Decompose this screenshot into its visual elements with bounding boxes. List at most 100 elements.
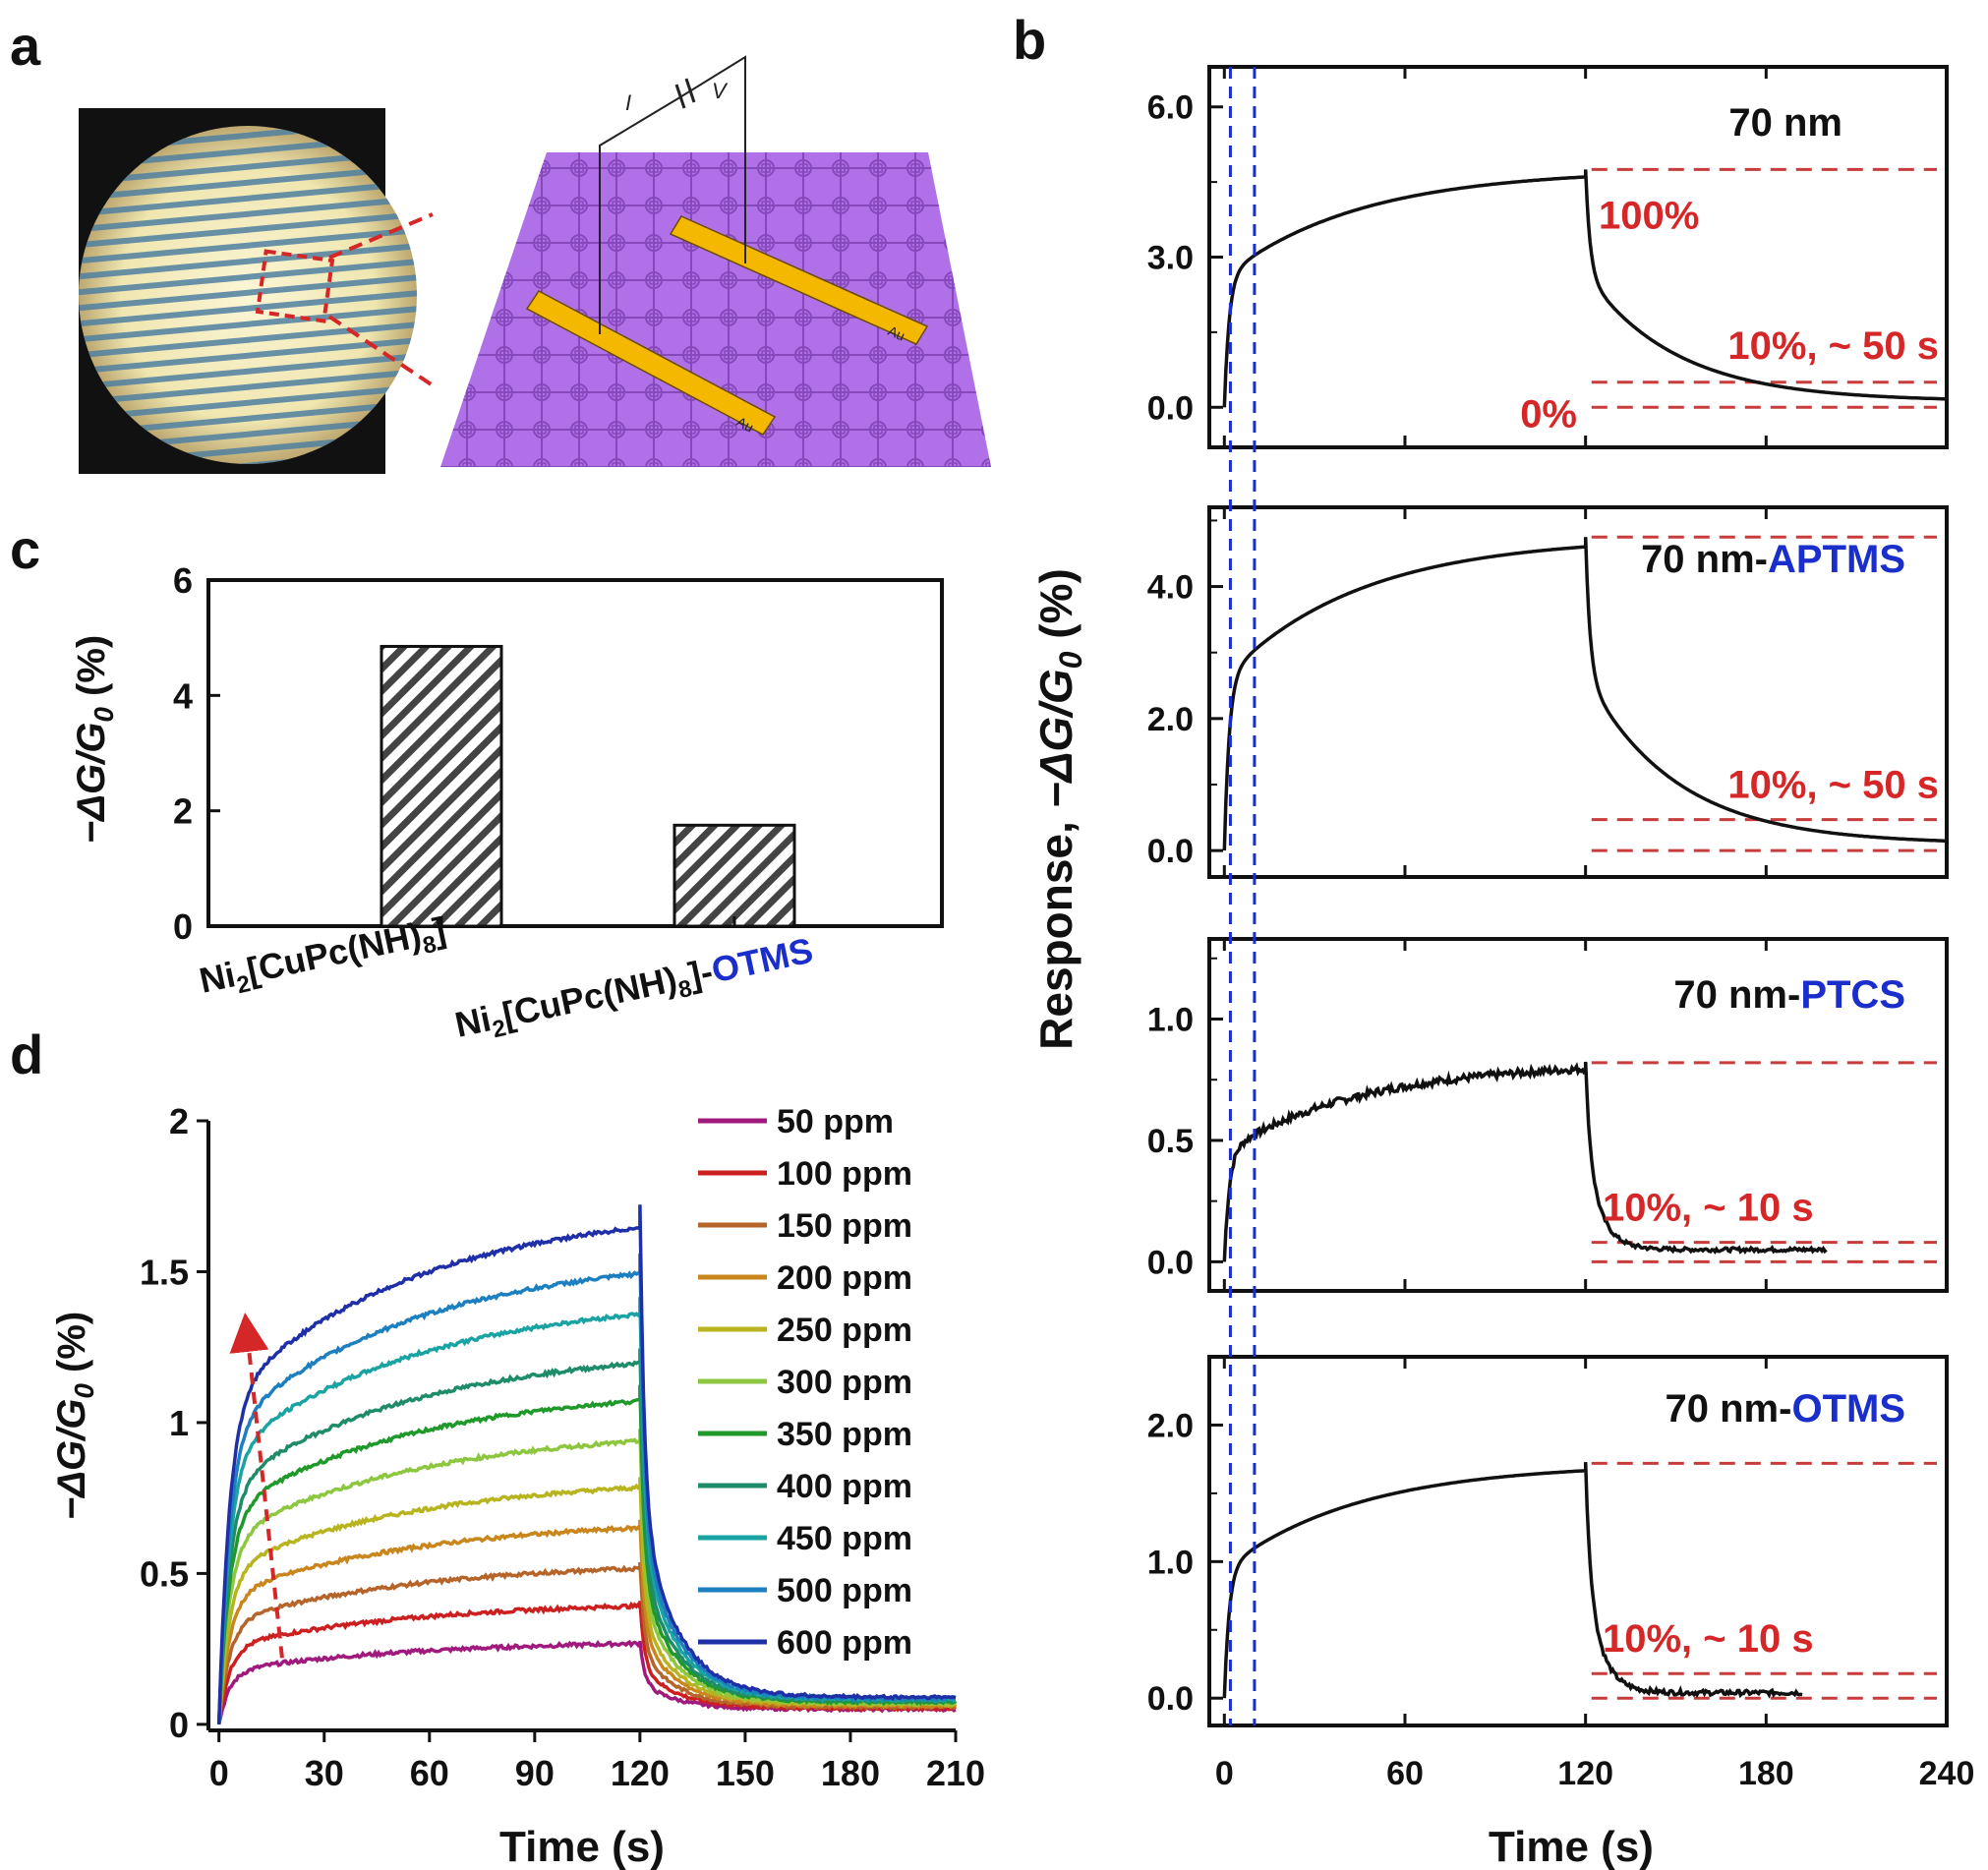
b-ytick-label: 4.0 bbox=[1147, 569, 1194, 607]
electrode-stripe bbox=[79, 303, 417, 344]
electrode-stripe bbox=[79, 350, 417, 391]
electrode-stripe bbox=[79, 271, 417, 313]
b-response-curve bbox=[1222, 1462, 1803, 1699]
d-legend-label: 50 ppm bbox=[777, 1103, 894, 1140]
d-xlabel: Time (s) bbox=[499, 1823, 665, 1870]
d-legend-label: 400 ppm bbox=[777, 1468, 912, 1505]
panel-d: 0 0.5 1 1.5 2 0 30 60 90 120 150 180 210 50 ppm 100 pp… bbox=[50, 1101, 985, 1870]
electrode-stripe bbox=[79, 240, 417, 281]
c-label-sub: 8 bbox=[421, 931, 439, 960]
c-ytick-label: 4 bbox=[173, 675, 193, 716]
c-ytick-label: 0 bbox=[173, 906, 193, 947]
b-subplot-3: 0.0 0.5 1.0 70 nm-PTCS 10%, ~ 10 s bbox=[1147, 937, 1949, 1293]
b-ytick-label: 1.0 bbox=[1147, 1001, 1194, 1038]
d-xtick-label: 210 bbox=[926, 1753, 985, 1793]
b-xtick-label: 180 bbox=[1738, 1755, 1794, 1792]
d-legend-label: 450 ppm bbox=[777, 1520, 912, 1557]
d-legend-label: 100 ppm bbox=[777, 1155, 912, 1193]
b-subplot-title: 70 nm-OTMS bbox=[1666, 1387, 1905, 1431]
b-ytick-label: 0.0 bbox=[1147, 833, 1194, 870]
c-bar bbox=[380, 644, 503, 928]
electrode-stripe bbox=[79, 334, 417, 376]
b-annotation: 10%, ~ 10 s bbox=[1603, 1617, 1814, 1661]
b-ytick-label: 2.0 bbox=[1147, 701, 1194, 738]
c-ytick-label: 2 bbox=[173, 791, 193, 832]
electrode-label-1: Au bbox=[886, 322, 907, 344]
b-subplot-2: 0.0 2.0 4.0 70 nm-APTMS 10%, ~ 50 s bbox=[1147, 505, 1949, 879]
electrode-label-2: Au bbox=[734, 414, 757, 436]
d-xtick-label: 120 bbox=[611, 1753, 670, 1793]
panel-label-a: a bbox=[10, 15, 41, 77]
b-xlabel: Time (s) bbox=[1489, 1823, 1654, 1870]
d-series-line bbox=[216, 1601, 957, 1725]
b-ytick-label: 6.0 bbox=[1147, 89, 1194, 127]
d-legend-label: 150 ppm bbox=[777, 1207, 912, 1245]
electrode-stripe bbox=[79, 366, 417, 407]
b-ytick-label: 2.0 bbox=[1147, 1407, 1194, 1444]
c-frame bbox=[206, 578, 944, 928]
b-response-curve bbox=[1222, 537, 1948, 851]
d-legend-label: 250 ppm bbox=[777, 1312, 912, 1349]
d-ytick-label: 0.5 bbox=[140, 1553, 189, 1594]
electrode-stripe bbox=[79, 193, 417, 234]
b-response-curve bbox=[1222, 1061, 1828, 1262]
b-subplot-title-black: 70 nm- bbox=[1641, 538, 1768, 581]
b-xtick-label: 240 bbox=[1919, 1755, 1975, 1792]
d-xtick-label: 180 bbox=[821, 1753, 880, 1793]
c-label-part: Ni bbox=[451, 998, 495, 1045]
device-schematic: Au Au I V bbox=[440, 55, 991, 467]
d-legend-label: 200 ppm bbox=[777, 1259, 912, 1297]
b-ytick-label: 1.0 bbox=[1147, 1544, 1194, 1581]
d-ytick-label: 1 bbox=[169, 1403, 189, 1443]
zoom-box bbox=[255, 249, 335, 323]
electrode-stripe bbox=[79, 208, 417, 250]
b-subplot-title-black: 70 nm bbox=[1728, 101, 1842, 145]
b-ylabel: Response, −ΔG/G0 (%) bbox=[1030, 568, 1088, 1050]
b-ytick-label: 0.0 bbox=[1147, 1680, 1194, 1718]
b-ytick-label: 0.0 bbox=[1147, 1244, 1194, 1281]
electrode-stripe bbox=[79, 397, 417, 438]
panel-c: 0 2 4 6 Ni2[CuPc(NH)8]Ni2[CuPc(NH)8]-OTMS −Δ… bbox=[70, 560, 944, 1045]
microscope-image bbox=[79, 108, 417, 474]
d-xtick-label: 30 bbox=[305, 1753, 344, 1793]
d-ytick-label: 1.5 bbox=[140, 1252, 189, 1292]
b-subplot-frame bbox=[1207, 937, 1949, 1293]
b-annotation: 10%, ~ 10 s bbox=[1603, 1187, 1814, 1230]
c-label-blue: OTMS bbox=[708, 930, 816, 991]
b-xtick-label: 120 bbox=[1557, 1755, 1613, 1792]
d-xtick-label: 150 bbox=[716, 1753, 775, 1793]
b-subplot-frame bbox=[1207, 505, 1949, 879]
d-series-line bbox=[216, 1348, 958, 1724]
b-annotation: 0% bbox=[1520, 392, 1577, 436]
d-xtick-label: 90 bbox=[515, 1753, 555, 1793]
electrode-stripe bbox=[79, 161, 417, 203]
b-subplot-title-blue: APTMS bbox=[1768, 538, 1905, 581]
d-ytick-label: 0 bbox=[169, 1705, 189, 1745]
b-xtick-label: 60 bbox=[1386, 1755, 1424, 1792]
panel-label-d: d bbox=[10, 1023, 43, 1085]
d-legend-label: 500 ppm bbox=[777, 1572, 912, 1609]
b-subplot-frame bbox=[1207, 1355, 1949, 1727]
c-ytick-label: 6 bbox=[173, 560, 193, 601]
zoom-line-top bbox=[328, 212, 434, 260]
b-response-curve bbox=[1222, 169, 1948, 408]
panel-label-c: c bbox=[10, 518, 40, 580]
c-category-label: Ni2[CuPc(NH)8] bbox=[196, 909, 450, 1007]
b-subplot-4: 0.0 1.0 2.0 70 nm-OTMS 10%, ~ 10 s bbox=[1147, 1355, 1949, 1727]
b-annotation: 100% bbox=[1599, 194, 1699, 237]
electrode-stripe bbox=[79, 177, 417, 218]
c-label-sub: 2 bbox=[491, 1015, 509, 1043]
d-trend-arrow bbox=[229, 1312, 284, 1659]
b-ytick-label: 3.0 bbox=[1147, 240, 1194, 277]
d-legend-label: 350 ppm bbox=[777, 1416, 912, 1453]
c-label-sub: 2 bbox=[235, 970, 254, 999]
panel-b: 0.0 3.0 6.0 70 nm 100% 10%, ~ 50 s 0% 0.0 2.0 4.0… bbox=[1030, 65, 1975, 1870]
d-series-line bbox=[216, 1204, 957, 1724]
b-subplot-title: 70 nm-APTMS bbox=[1641, 538, 1905, 581]
electrode-stripe bbox=[79, 287, 417, 328]
circuit-wire bbox=[599, 55, 746, 334]
c-label-sub: 8 bbox=[676, 975, 695, 1004]
d-ylabel: −ΔG/G0 (%) bbox=[50, 1312, 99, 1520]
b-xtick-label: 0 bbox=[1215, 1755, 1234, 1792]
